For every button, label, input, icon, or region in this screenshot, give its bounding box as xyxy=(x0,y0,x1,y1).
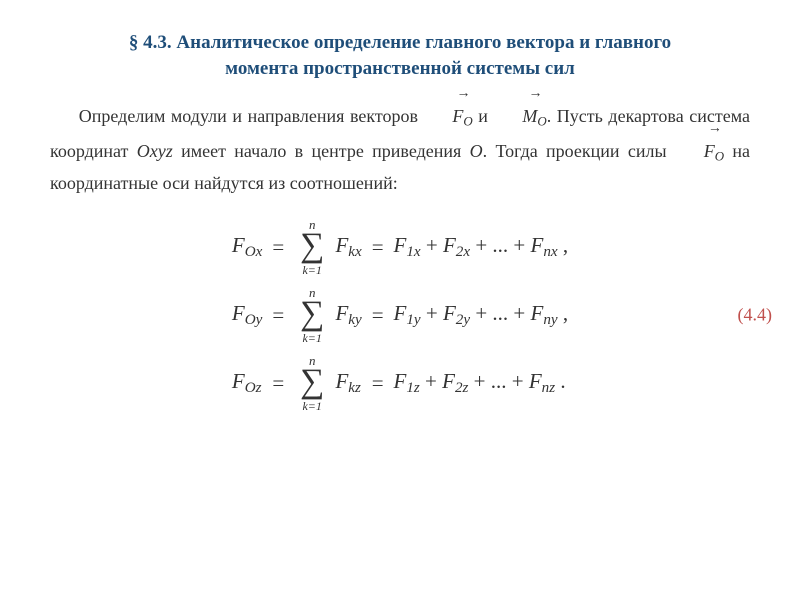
summation: n∑k=1 Fkx xyxy=(290,213,366,281)
equals-sign: = xyxy=(266,213,290,281)
summation: n∑k=1 Fky xyxy=(290,281,366,349)
eq-rhs: F1z + F2z + ... + Fnz . xyxy=(390,349,573,417)
vector-F-O-2: →FO xyxy=(675,134,724,168)
eq-rhs: F1x + F2x + ... + Fnx , xyxy=(390,213,573,281)
heading-line-2: момента пространственной системы сил xyxy=(225,58,575,79)
text-run: . Тогда проекции силы xyxy=(483,141,675,161)
paragraph: Определим модули и направления векторов … xyxy=(50,99,750,199)
summation: n∑k=1 Fkz xyxy=(290,349,366,417)
equals-sign: = xyxy=(366,281,390,349)
section-heading: § 4.3. Аналитическое определение главног… xyxy=(50,30,750,81)
equation-table: FOx=n∑k=1 Fkx=F1x + F2x + ... + Fnx ,FOy… xyxy=(228,213,572,417)
equation-row: FOy=n∑k=1 Fky=F1y + F2y + ... + Fny , xyxy=(228,281,572,349)
arrow-icon: → xyxy=(675,126,725,132)
eq-lhs: FOy xyxy=(228,281,266,349)
text-run: имеет начало в центре приведения xyxy=(173,141,470,161)
vector-M-O: →MO xyxy=(494,99,547,133)
arrow-icon: → xyxy=(494,91,548,97)
equation-row: FOz=n∑k=1 Fkz=F1z + F2z + ... + Fnz . xyxy=(228,349,572,417)
eq-lhs: FOz xyxy=(228,349,266,417)
math-oxyz: Oxyz xyxy=(137,141,173,161)
equals-sign: = xyxy=(366,213,390,281)
equals-sign: = xyxy=(266,349,290,417)
equation-block: FOx=n∑k=1 Fkx=F1x + F2x + ... + Fnx ,FOy… xyxy=(50,213,750,417)
page: § 4.3. Аналитическое определение главног… xyxy=(0,0,800,437)
equals-sign: = xyxy=(366,349,390,417)
text-run: Определим модули и направления векторов xyxy=(79,106,424,126)
equation-number: (4.4) xyxy=(738,305,773,326)
equals-sign: = xyxy=(266,281,290,349)
equation-row: FOx=n∑k=1 Fkx=F1x + F2x + ... + Fnx , xyxy=(228,213,572,281)
eq-lhs: FOx xyxy=(228,213,266,281)
heading-line-1: § 4.3. Аналитическое определение главног… xyxy=(129,32,671,53)
text-run: и xyxy=(473,106,494,126)
eq-rhs: F1y + F2y + ... + Fny , xyxy=(390,281,573,349)
math-O: O xyxy=(470,141,483,161)
vector-F-O: →FO xyxy=(424,99,473,133)
arrow-icon: → xyxy=(424,91,474,97)
